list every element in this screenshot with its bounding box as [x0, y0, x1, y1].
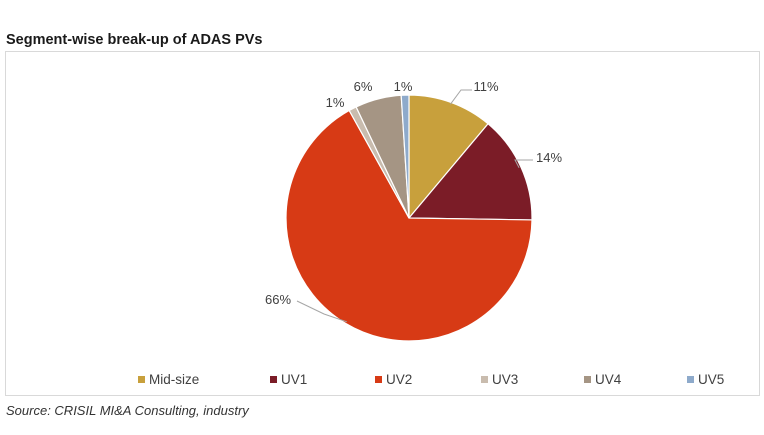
pie-slice-uv1: [407, 122, 533, 221]
data-label-uv2: 66%: [265, 292, 291, 307]
legend-swatch-uv2: [375, 376, 382, 383]
legend-label-uv2: UV2: [386, 372, 413, 387]
legend-label-uv4: UV4: [595, 372, 622, 387]
pie-slice-uv5: [400, 94, 410, 219]
chart-title: Segment-wise break-up of ADAS PVs: [6, 32, 263, 48]
leader-line-mid-size: [449, 89, 472, 105]
legend-item-uv4: UV4: [584, 372, 621, 387]
pie-chart: 11% 14% 66% 1% 6% 1%: [265, 79, 562, 342]
legend-item-uv5: UV5: [687, 372, 724, 387]
legend-swatch-uv1: [270, 376, 277, 383]
legend-swatch-uv3: [481, 376, 488, 383]
data-label-uv1: 14%: [536, 150, 562, 165]
chart-frame: 11% 14% 66% 1% 6% 1% Mid-size UV1 UV2 UV3 UV4…: [5, 51, 760, 396]
source-note: Source: CRISIL MI&A Consulting, industry: [6, 403, 249, 418]
data-label-mid-size: 11%: [473, 79, 498, 94]
pie-slice-uv2: [285, 109, 533, 342]
data-label-uv3: 1%: [326, 95, 345, 110]
leader-line-uv1: [514, 159, 533, 168]
legend-item-mid-size: Mid-size: [138, 372, 199, 387]
legend-item-uv3: UV3: [481, 372, 518, 387]
legend-label-uv3: UV3: [492, 372, 519, 387]
pie-slice-mid-size: [408, 94, 489, 220]
legend-swatch-uv5: [687, 376, 694, 383]
data-label-uv4: 6%: [354, 79, 373, 94]
legend-item-uv1: UV1: [270, 372, 307, 387]
leader-line-uv2: [296, 300, 348, 323]
legend-swatch-mid-size: [138, 376, 145, 383]
legend-item-uv2: UV2: [375, 372, 412, 387]
chart-legend: Mid-size UV1 UV2 UV3 UV4 UV5: [6, 372, 761, 394]
legend-swatch-uv4: [584, 376, 591, 383]
data-label-uv5: 1%: [394, 79, 413, 94]
legend-label-mid-size: Mid-size: [149, 372, 200, 387]
legend-label-uv1: UV1: [281, 372, 308, 387]
legend-label-uv5: UV5: [698, 372, 725, 387]
